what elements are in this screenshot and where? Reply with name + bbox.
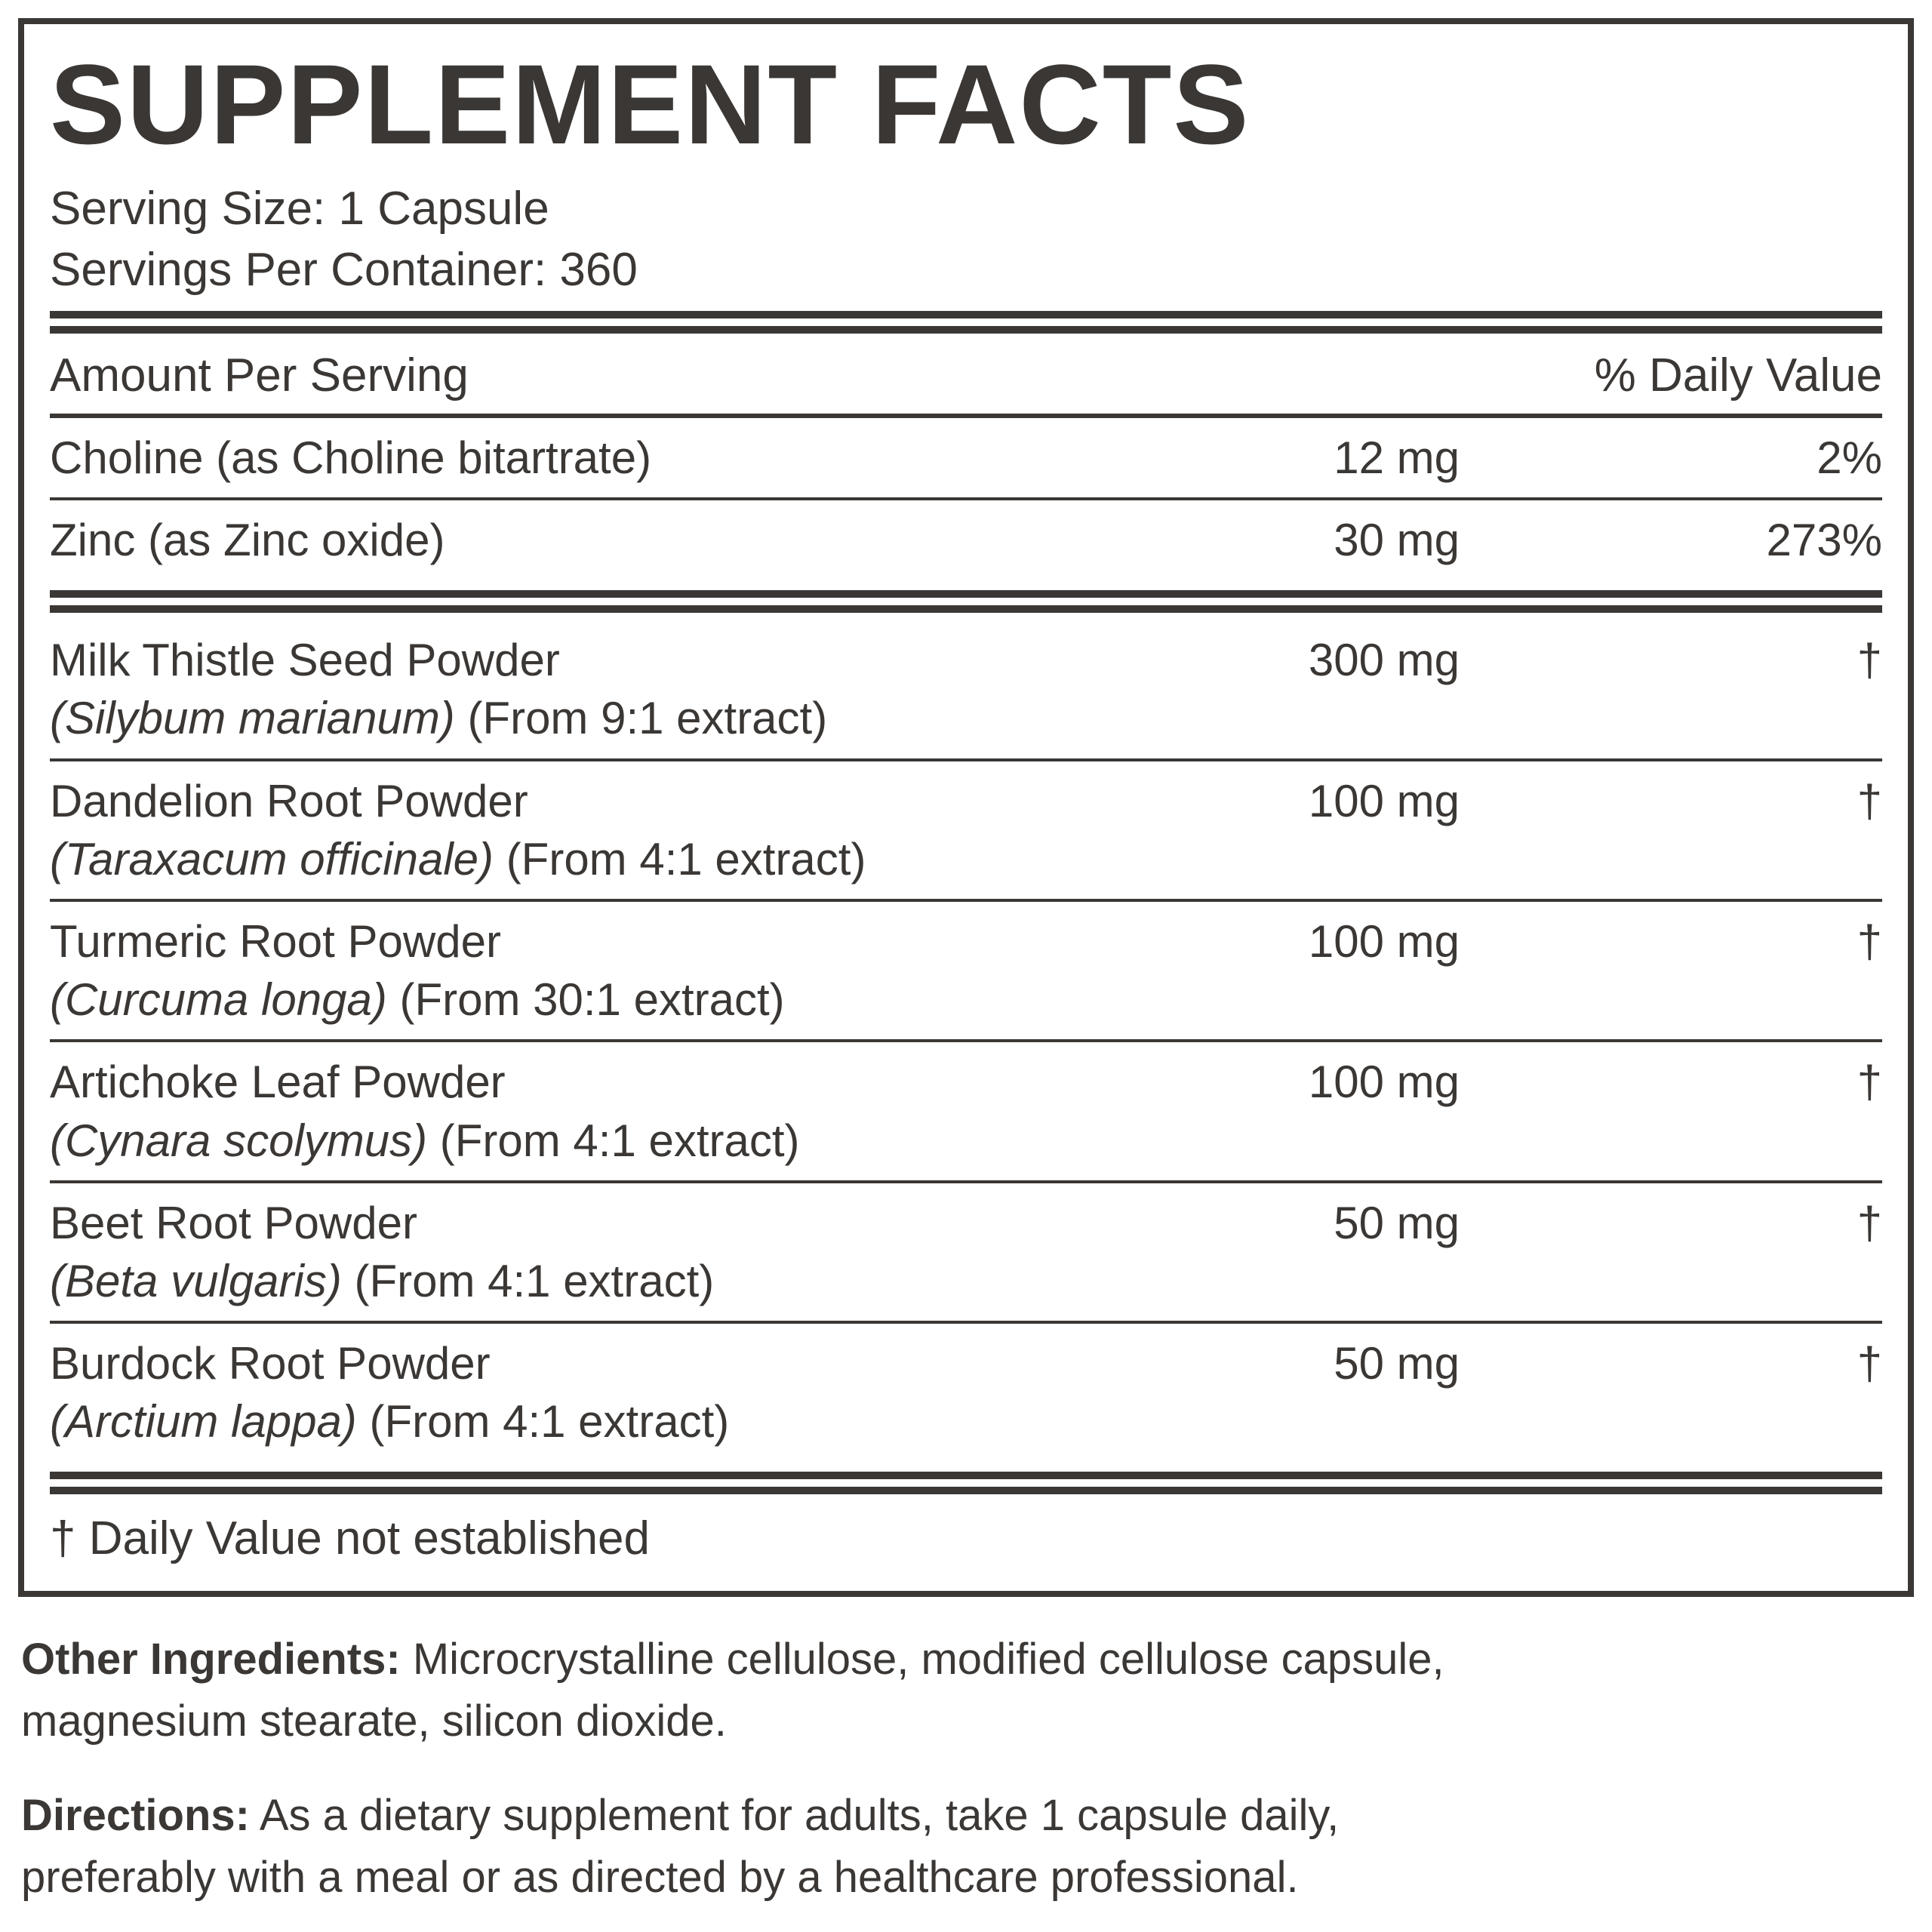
ingredient-amount: 100 mg [1308,1057,1460,1108]
latin-name: (Cynara scolymus) [50,1115,428,1166]
extract-ratio: (From 4:1 extract) [427,1115,800,1166]
ingredient-amount: 100 mg [1308,775,1460,826]
table-row-burdock: Burdock Root Powder (Arctium lappa) (Fro… [50,1324,1882,1461]
ingredient-amount: 50 mg [1334,1338,1460,1389]
ingredient-cell: Dandelion Root Powder (Taraxacum officin… [50,774,1173,887]
ingredient-daily-value: † [1857,1338,1882,1389]
table-row-beet-root: Beet Root Powder (Beta vulgaris) (From 4… [50,1183,1882,1324]
table-header: Amount Per Serving % Daily Value [50,341,1882,418]
ingredient-name: Dandelion Root Powder [50,775,528,826]
table-row-turmeric: Turmeric Root Powder (Curcuma longa) (Fr… [50,902,1882,1043]
separator-heavy-middle [50,590,1882,614]
ingredient-daily-value: † [1857,1197,1882,1248]
ingredient-name: Beet Root Powder [50,1197,417,1248]
serving-size: Serving Size: 1 Capsule [50,183,549,235]
ingredient-cell: Beet Root Powder (Beta vulgaris) (From 4… [50,1195,1173,1309]
ingredient-amount: 30 mg [1334,515,1460,565]
ingredient-name: Zinc (as Zinc oxide) [50,515,445,565]
panel-title: SUPPLEMENT FACTS [50,41,1251,168]
ingredient-name: Burdock Root Powder [50,1338,491,1389]
table-row-dandelion: Dandelion Root Powder (Taraxacum officin… [50,761,1882,902]
table-row-zinc: Zinc (as Zinc oxide) 30 mg 273% [50,500,1882,580]
ingredient-amount: 300 mg [1308,635,1460,686]
table-row-choline: Choline (as Choline bitartrate) 12 mg 2% [50,418,1882,500]
daily-value-footnote: † Daily Value not established [50,1512,651,1565]
extract-ratio: (From 4:1 extract) [341,1255,715,1306]
ingredient-source: (Taraxacum officinale) (From 4:1 extract… [50,832,1173,887]
servings-per-container: Servings Per Container: 360 [50,243,638,296]
other-ingredients-text: Microcrystalline cellulose, modified cel… [21,1634,1444,1746]
ingredient-cell: Artichoke Leaf Powder (Cynara scolymus) … [50,1054,1173,1168]
ingredient-name: Turmeric Root Powder [50,915,501,967]
directions-paragraph: Directions: As a dietary supplement for … [21,1785,1911,1909]
supplement-facts-panel: SUPPLEMENT FACTS Serving Size: 1 Capsule… [18,18,1914,1597]
ingredient-source: (Curcuma longa) (From 30:1 extract) [50,972,1173,1027]
header-amount-per-serving: Amount Per Serving [50,349,469,402]
ingredient-daily-value: † [1857,635,1882,686]
ingredient-source: (Arctium lappa) (From 4:1 extract) [50,1394,1173,1449]
ingredient-daily-value: † [1857,915,1882,967]
ingredient-daily-value: 2% [1817,432,1882,483]
ingredient-name: Milk Thistle Seed Powder [50,635,560,686]
ingredient-cell: Turmeric Root Powder (Curcuma longa) (Fr… [50,914,1173,1027]
ingredient-source: (Silybum marianum) (From 9:1 extract) [50,691,1173,746]
ingredient-name: Choline (as Choline bitartrate) [50,432,652,483]
ingredient-cell: Burdock Root Powder (Arctium lappa) (Fro… [50,1336,1173,1449]
other-ingredients-label: Other Ingredients: [21,1634,401,1684]
separator-heavy-top [50,311,1882,334]
extract-ratio: (From 30:1 extract) [386,974,785,1026]
extract-ratio: (From 4:1 extract) [494,833,866,884]
ingredient-daily-value: 273% [1766,515,1882,565]
extract-ratio: (From 4:1 extract) [356,1396,730,1447]
ingredient-source: (Cynara scolymus) (From 4:1 extract) [50,1113,1173,1168]
directions-label: Directions: [21,1790,250,1840]
directions-text: As a dietary supplement for adults, take… [21,1790,1340,1903]
table-row-artichoke: Artichoke Leaf Powder (Cynara scolymus) … [50,1042,1882,1183]
ingredient-amount: 50 mg [1334,1197,1460,1248]
separator-heavy-bottom [50,1472,1882,1495]
ingredient-cell: Milk Thistle Seed Powder (Silybum marian… [50,632,1173,746]
ingredient-source: (Beta vulgaris) (From 4:1 extract) [50,1254,1173,1309]
latin-name: (Beta vulgaris) [50,1255,342,1306]
ingredient-name: Artichoke Leaf Powder [50,1057,506,1108]
ingredient-amount: 12 mg [1334,432,1460,483]
extract-ratio: (From 9:1 extract) [454,693,828,744]
latin-name: (Arctium lappa) [50,1396,357,1447]
latin-name: (Silybum marianum) [50,693,455,744]
table-row-milk-thistle: Milk Thistle Seed Powder (Silybum marian… [50,620,1882,761]
latin-name: (Taraxacum officinale) [50,833,494,884]
ingredient-amount: 100 mg [1308,915,1460,967]
header-daily-value: % Daily Value [1594,349,1882,402]
ingredient-daily-value: † [1857,775,1882,826]
ingredient-daily-value: † [1857,1057,1882,1108]
other-ingredients-paragraph: Other Ingredients: Microcrystalline cell… [21,1629,1911,1753]
latin-name: (Curcuma longa) [50,974,387,1026]
